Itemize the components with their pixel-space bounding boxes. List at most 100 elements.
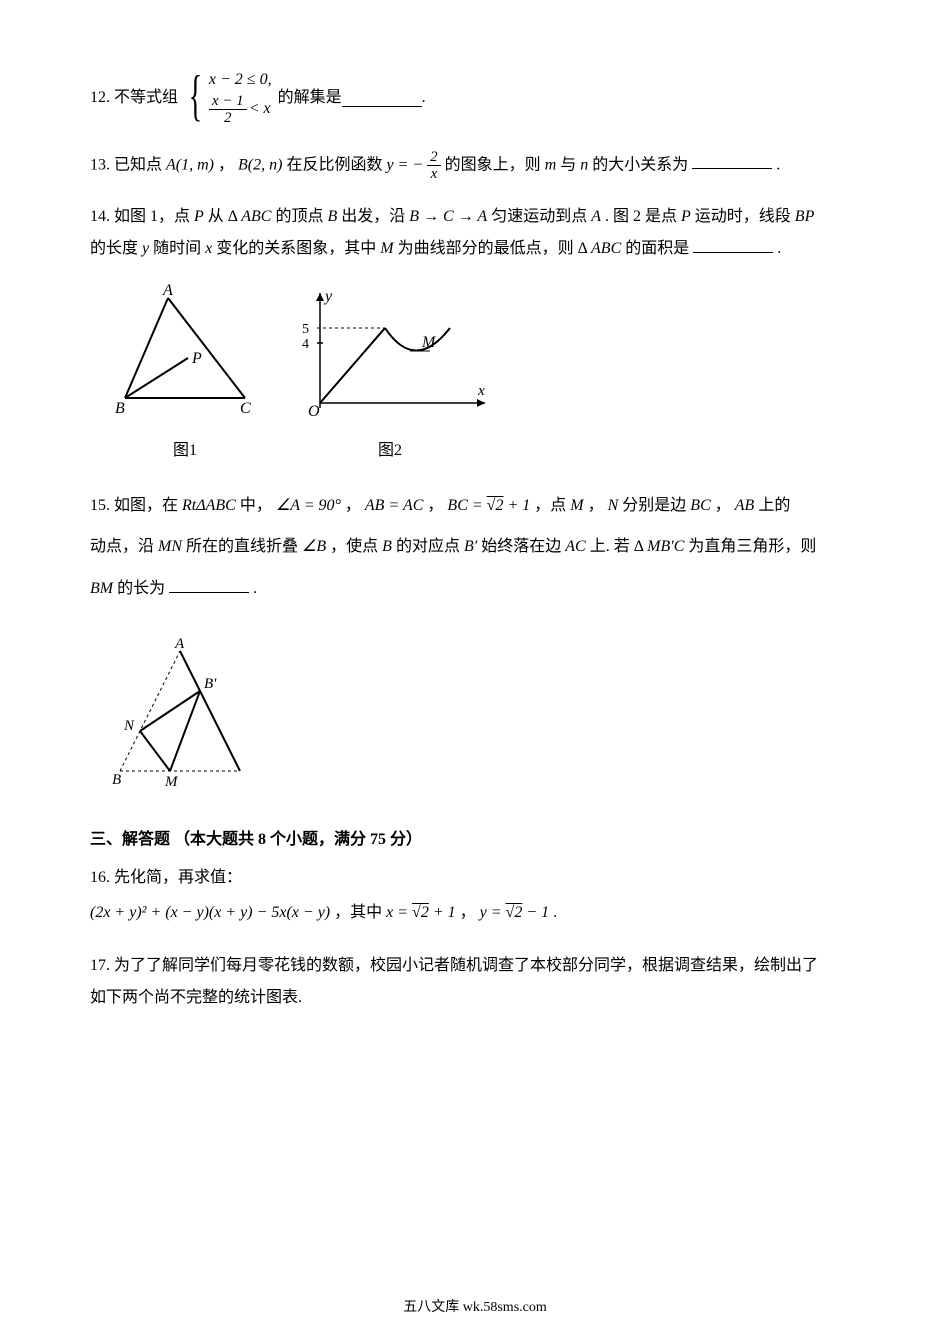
q14-t8: 的长度	[90, 240, 142, 257]
q14-t1: 14. 如图 1，点	[90, 208, 194, 225]
q14-t5: 匀速运动到点	[491, 208, 591, 225]
q13-B: B(2, n)	[238, 156, 282, 173]
q12-blank[interactable]	[342, 90, 422, 108]
q13-frac-den: x	[427, 166, 441, 183]
question-14: 14. 如图 1，点 P 从 Δ ABC 的顶点 B 出发，沿 B → C → …	[90, 201, 860, 265]
q14-ABC2: ABC	[591, 240, 621, 257]
sys-frac-den: 2	[209, 110, 247, 127]
q14-ABC1: ABC	[241, 208, 271, 225]
q14-B: B	[327, 208, 337, 225]
q15-l2f: 上. 若 Δ	[590, 538, 643, 555]
q14-t7: 运动时，线段	[695, 208, 795, 225]
q17-line1: 17. 为了了解同学们每月零花钱的数额，校园小记者随机调查了本校部分同学，根据调…	[90, 950, 860, 982]
q15-angleB: ∠B	[302, 538, 326, 555]
q15-mid1: 中，	[240, 497, 272, 514]
q12-period: .	[422, 82, 426, 114]
figure-14-2-label: 图2	[290, 435, 490, 467]
q14-period: .	[777, 240, 781, 257]
q14-t6: . 图 2 是点	[605, 208, 681, 225]
q15-M: M	[570, 497, 583, 514]
q14-path: B → C → A	[409, 208, 487, 225]
q15-l3b: 的长为	[117, 580, 165, 597]
q13-frac: 2 x	[427, 149, 441, 183]
q14-P: P	[194, 208, 204, 225]
q16-xval-a: x =	[386, 904, 412, 921]
q13-mid3: 与	[560, 156, 580, 173]
q15-MBpC: MB′C	[647, 538, 684, 555]
q15-AC: AC	[565, 538, 585, 555]
q15-line1: 15. 如图，在 RtΔABC 中， ∠A = 90° ， AB = AC ， …	[90, 485, 860, 527]
q15-MN: MN	[158, 538, 182, 555]
fig14-1-A: A	[162, 283, 173, 299]
q13-sep1: ，	[218, 156, 234, 173]
q14-t11: 为曲线部分的最低点，则 Δ	[398, 240, 587, 257]
q16-xroot: √2	[412, 904, 429, 921]
q13-blank[interactable]	[692, 152, 772, 170]
q14-t4: 出发，沿	[341, 208, 409, 225]
q13-period: .	[776, 156, 780, 173]
q12-label: 12. 不等式组	[90, 82, 178, 114]
q14-blank[interactable]	[693, 235, 773, 253]
q14-line2: 的长度 y 随时间 x 变化的关系图象，其中 M 为曲线部分的最低点，则 Δ A…	[90, 233, 860, 265]
question-15: 15. 如图，在 RtΔABC 中， ∠A = 90° ， AB = AC ， …	[90, 485, 860, 610]
q16-expr: (2x + y)² + (x − y)(x + y) − 5x(x − y)	[90, 904, 330, 921]
q14-BP: BP	[795, 208, 815, 225]
q12-tail: 的解集是	[278, 82, 342, 114]
q16-yroot: √2	[506, 904, 523, 921]
sys-frac: x − 1 2	[209, 93, 247, 127]
q15-mid3: 分别是边	[622, 497, 690, 514]
q14-t12: 的面积是	[625, 240, 689, 257]
q15-rt: RtΔABC	[182, 497, 236, 514]
q15-sep4: ，	[715, 497, 731, 514]
q15-Bp: B′	[464, 538, 477, 555]
q14-y: y	[142, 240, 149, 257]
inequality-system: x − 2 ≤ 0, x − 1 2 < x	[209, 70, 272, 127]
q15-l2c: ，使点	[330, 538, 382, 555]
q13-func-lhs: y = −	[386, 156, 427, 173]
q16-xval-b: + 1	[429, 904, 456, 921]
figure-14-2: 5 4 y O M x 图2	[290, 283, 490, 467]
figure-15: A B M N B'	[110, 636, 250, 798]
q15-sep3: ，	[588, 497, 604, 514]
sys-line2-post: < x	[249, 99, 271, 120]
fig14-2-M: M	[421, 334, 437, 351]
q14-t9: 随时间	[153, 240, 205, 257]
q17-line2: 如下两个尚不完整的统计图表.	[90, 982, 860, 1014]
fig15-N: N	[123, 718, 135, 734]
q14-t2: 从 Δ	[208, 208, 237, 225]
figure-14-1-label: 图1	[110, 435, 260, 467]
sys-frac-num: x − 1	[209, 93, 247, 111]
q16-line1: 16. 先化简，再求值：	[90, 862, 860, 894]
fig14-1-C: C	[240, 400, 251, 417]
q14-figures: A B C P 图1 5 4 y O M x 图2	[110, 283, 860, 467]
sys-line1: x − 2 ≤ 0,	[209, 71, 272, 88]
question-17: 17. 为了了解同学们每月零花钱的数额，校园小记者随机调查了本校部分同学，根据调…	[90, 950, 860, 1014]
q15-l2a: 动点，沿	[90, 538, 158, 555]
fig15-M: M	[164, 774, 179, 786]
figure-14-1: A B C P 图1	[110, 283, 260, 467]
section-3-heading: 三、解答题 （本大题共 8 个小题，满分 75 分）	[90, 824, 860, 856]
q13-m: m	[545, 156, 557, 173]
q15-AB: AB	[735, 497, 755, 514]
q15-line3: BM 的长为 .	[90, 568, 860, 610]
q15-angleA: ∠A = 90°	[276, 497, 341, 514]
q15-l2d: 的对应点	[396, 538, 464, 555]
question-16: 16. 先化简，再求值： (2x + y)² + (x − y)(x + y) …	[90, 862, 860, 932]
q15-BC: BC	[690, 497, 710, 514]
q16-yval-a: y =	[480, 904, 506, 921]
q15-period: .	[253, 580, 257, 597]
q15-l2g: 为直角三角形，则	[688, 538, 816, 555]
q13-frac-num: 2	[427, 149, 441, 167]
q13-pre: 13. 已知点	[90, 156, 166, 173]
q15-l2b: 所在的直线折叠	[186, 538, 302, 555]
q15-root2: √2	[487, 497, 504, 514]
q15-blank[interactable]	[169, 575, 249, 593]
q14-t10: 变化的关系图象，其中	[216, 240, 380, 257]
q14-x: x	[205, 240, 212, 257]
q15-sep1: ，	[345, 497, 361, 514]
question-12: 12. 不等式组 { x − 2 ≤ 0, x − 1 2 < x 的解集是 .	[90, 70, 860, 127]
q15-mid2: ，点	[534, 497, 570, 514]
q15-sep2: ，	[427, 497, 443, 514]
q15-mid4: 上的	[758, 497, 790, 514]
q15-l2e: 始终落在边	[481, 538, 565, 555]
